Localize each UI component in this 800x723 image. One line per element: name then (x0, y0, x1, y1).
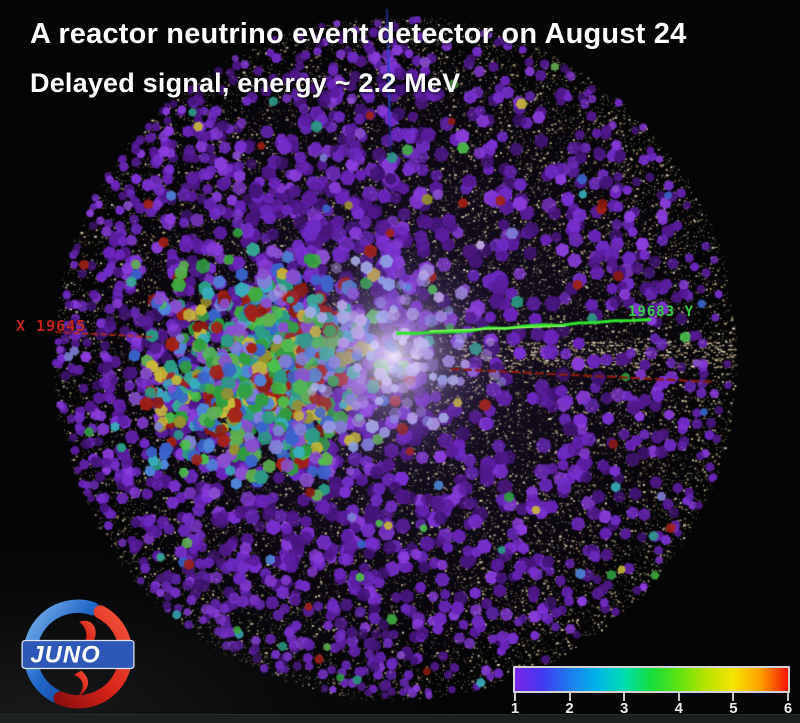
juno-neutrino-tail (73, 670, 89, 697)
juno-logo-graphic: JUNO (21, 599, 135, 709)
title-line-2: Delayed signal, energy ~ 2.2 MeV (30, 68, 461, 98)
colorbar-tick-mark (732, 693, 735, 701)
y-axis-label: 19683 Y (628, 304, 695, 320)
colorbar-tick-label: 4 (674, 700, 683, 717)
x-axis-label: X 19645 (16, 317, 87, 335)
colorbar-tick-mark (623, 693, 626, 701)
colorbar-tick-mark (514, 693, 516, 701)
colorbar-tick-mark (677, 693, 680, 701)
colorbar-tick-label: 6 (783, 700, 793, 717)
title-block: A reactor neutrino event detector on Aug… (30, 18, 686, 99)
juno-logo: JUNO (20, 596, 136, 712)
juno-logo-text: JUNO (30, 641, 100, 668)
colorbar-gradient (513, 666, 790, 693)
juno-banner (21, 639, 135, 670)
bottom-edge-strip (0, 714, 800, 723)
colorbar-tick-mark (787, 693, 789, 701)
colorbar-tick-label: 3 (620, 700, 629, 717)
colorbar-tick-label: 1 (510, 700, 520, 717)
colorbar-ticks: 1 2 3 4 5 6 (511, 693, 792, 717)
juno-ring-blue (23, 599, 100, 703)
colorbar-tick-label: 5 (729, 700, 738, 717)
juno-ring-red (53, 605, 133, 709)
colorbar-tick-label: 2 (565, 700, 574, 717)
title-line-1: A reactor neutrino event detector on Aug… (30, 18, 687, 50)
colorbar-tick-mark (568, 693, 571, 701)
colorbar: 1 2 3 4 5 6 (511, 666, 792, 718)
